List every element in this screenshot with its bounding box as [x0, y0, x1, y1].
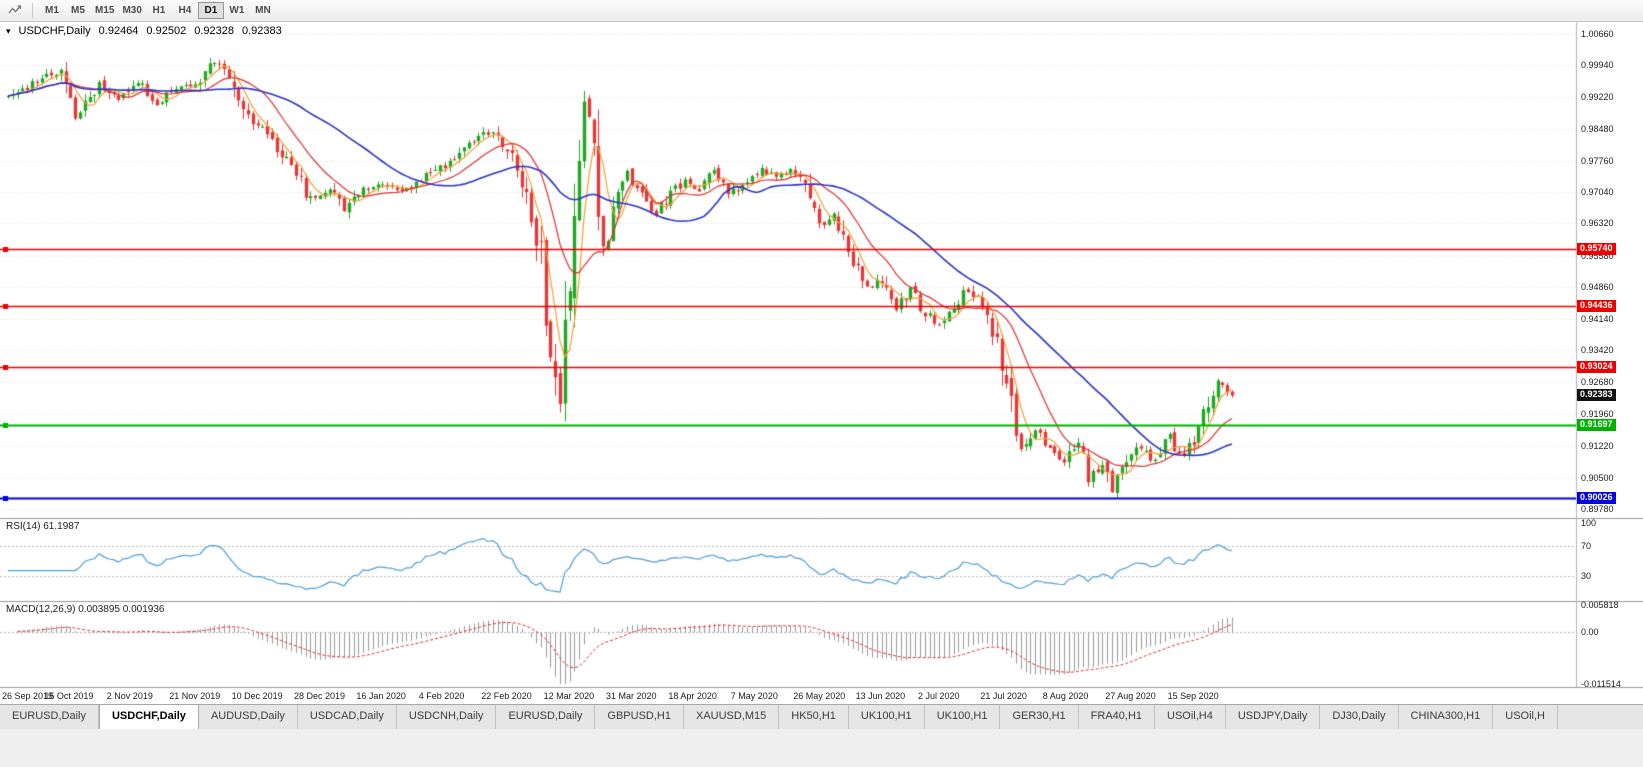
timeframe-button-m30[interactable]: M30 [118, 2, 145, 19]
chart-tab-bar: EURUSD,Daily USDCHF,Daily AUDUSD,Daily USDC… [0, 704, 1643, 729]
chart-tab-usdjpy-daily[interactable]: USDJPY,Daily [1225, 705, 1321, 729]
rsi-axis-tick: 100 [1581, 518, 1597, 528]
window-bottom-area [0, 729, 1643, 767]
quote-open: 0.92464 [98, 25, 139, 37]
price-axis-tick: 0.97760 [1581, 155, 1614, 166]
time-axis-label: 15 Oct 2019 [44, 691, 94, 701]
macd-axis-tick: 0.005818 [1581, 600, 1619, 610]
macd-axis-tick: -0.011514 [1581, 679, 1621, 689]
chart-tab-gbpusd-h1[interactable]: GBPUSD,H1 [595, 705, 684, 729]
macd-axis-tick: 0.00 [1581, 626, 1599, 637]
timeframe-toolbar: M1 M5 M15 M30 H1 H4 D1 W1 MN [0, 0, 1643, 22]
price-axis-tick: 0.89780 [1581, 504, 1614, 515]
timeframe-button-m1[interactable]: M1 [39, 2, 65, 19]
time-axis-label: 15 Sep 2020 [1167, 691, 1219, 701]
time-axis-label: 27 Aug 2020 [1105, 691, 1156, 701]
chart-tab-xauusd-m15[interactable]: XAUUSD,M15 [683, 705, 780, 729]
time-axis-label: 7 May 2020 [730, 691, 778, 701]
price-axis-tick: 0.94140 [1581, 313, 1614, 324]
time-axis-label: 21 Jul 2020 [980, 691, 1027, 701]
chart-tab-usdchf-daily[interactable]: USDCHF,Daily [98, 705, 199, 729]
chart-tab-usdcad-daily[interactable]: USDCAD,Daily [297, 705, 397, 729]
chart-window: ▾ USDCHF,Daily 0.92464 0.92502 0.92328 0… [0, 22, 1643, 704]
chart-tab-usdcnh-daily[interactable]: USDCNH,Daily [396, 705, 497, 729]
time-axis-label: 2 Nov 2019 [106, 691, 153, 701]
quote-high: 0.92502 [146, 25, 187, 37]
price-axis-tick: 0.94860 [1581, 282, 1614, 293]
symbol-timeframe-label: USDCHF,Daily [18, 25, 91, 37]
time-axis-label: 18 Apr 2020 [668, 691, 717, 701]
quote-low: 0.92328 [194, 25, 234, 37]
timeframe-button-d1[interactable]: D1 [197, 2, 224, 19]
chart-tab-uk100-h1[interactable]: UK100,H1 [924, 705, 1001, 729]
level-price-tag[interactable]: 0.95740 [1577, 242, 1616, 255]
time-axis-label: 22 Feb 2020 [481, 691, 532, 701]
price-axis-tick: 0.99220 [1581, 91, 1614, 102]
chart-tab-eurusd-daily[interactable]: EURUSD,Daily [496, 705, 596, 729]
time-axis-label: 31 Mar 2020 [606, 691, 657, 701]
price-axis-tick: 0.90500 [1581, 472, 1614, 483]
chart-tab-hk50-h1[interactable]: HK50,H1 [779, 705, 849, 729]
timeframe-button-m5[interactable]: M5 [65, 2, 91, 19]
price-axis-tick: 0.99940 [1581, 60, 1614, 71]
chart-tab-audusd-daily[interactable]: AUDUSD,Daily [198, 705, 298, 729]
level-price-tag[interactable]: 0.91697 [1577, 419, 1616, 432]
time-axis-label: 26 May 2020 [793, 691, 846, 701]
time-axis-label: 26 Sep 2019 [2, 691, 54, 701]
price-axis-tick: 0.96320 [1581, 218, 1614, 229]
chart-tab-ger30-h1[interactable]: GER30,H1 [1000, 705, 1079, 729]
level-price-tag[interactable]: 0.94436 [1577, 299, 1616, 312]
price-axis-tick: 0.91220 [1581, 441, 1614, 452]
time-axis-label: 16 Jan 2020 [356, 691, 406, 701]
rsi-indicator-label: RSI(14) 61.1987 [6, 521, 80, 532]
chart-tab-eurusd-daily[interactable]: EURUSD,Daily [0, 705, 99, 729]
timeframe-button-h4[interactable]: H4 [172, 2, 198, 19]
price-chart-canvas[interactable] [0, 22, 1643, 704]
time-axis-label: 2 Jul 2020 [918, 691, 960, 701]
time-axis-label: 10 Dec 2019 [231, 691, 283, 701]
price-axis-tick: 0.92680 [1581, 377, 1614, 388]
time-axis-label: 13 Jun 2020 [855, 691, 906, 701]
price-axis-tick: 0.91960 [1581, 408, 1614, 419]
chart-tab-usoil-h4[interactable]: USOil,H4 [1155, 705, 1226, 729]
macd-indicator-label: MACD(12,26,9) 0.003895 0.001936 [6, 604, 165, 615]
chart-header: ▾ USDCHF,Daily 0.92464 0.92502 0.92328 0… [6, 25, 282, 37]
rsi-axis-tick: 70 [1581, 540, 1592, 551]
chart-tab-china300-h1[interactable]: CHINA300,H1 [1398, 705, 1494, 729]
chart-tab-fra40-h1[interactable]: FRA40,H1 [1078, 705, 1156, 729]
price-axis-tick: 0.95580 [1581, 250, 1614, 261]
current-price-tag: 0.92383 [1577, 389, 1616, 402]
chart-tab-uk100-h1[interactable]: UK100,H1 [848, 705, 925, 729]
timeframe-button-h1[interactable]: H1 [146, 2, 172, 19]
price-axis-tick: 1.00660 [1581, 29, 1614, 39]
time-axis-label: 28 Dec 2019 [294, 691, 346, 701]
price-axis-tick: 0.93420 [1581, 345, 1614, 356]
timeframe-button-w1[interactable]: W1 [224, 2, 250, 19]
rsi-axis-tick: 30 [1581, 570, 1592, 581]
time-axis-label: 4 Feb 2020 [418, 691, 465, 701]
level-price-tag[interactable]: 0.90026 [1577, 492, 1616, 505]
chart-tab-usoil-h[interactable]: USOil,H [1493, 705, 1558, 729]
time-axis-label: 8 Aug 2020 [1042, 691, 1089, 701]
price-axis-tick: 0.98480 [1581, 124, 1614, 135]
quote-close: 0.92383 [241, 25, 282, 37]
timeframe-buttons: M1 M5 M15 M30 H1 H4 D1 W1 MN [39, 2, 276, 19]
symbol-dropdown-icon[interactable]: ▾ [6, 25, 11, 36]
timeframe-button-mn[interactable]: MN [250, 2, 276, 19]
time-axis-label: 12 Mar 2020 [543, 691, 595, 701]
chart-icon[interactable] [4, 3, 26, 19]
timeframe-button-m15[interactable]: M15 [91, 2, 118, 19]
toolbar-separator [32, 3, 33, 18]
level-price-tag[interactable]: 0.93024 [1577, 361, 1616, 374]
time-axis-label: 21 Nov 2019 [169, 691, 221, 701]
price-axis-tick: 0.97040 [1581, 187, 1614, 198]
chart-tab-dj30-daily[interactable]: DJ30,Daily [1320, 705, 1399, 729]
